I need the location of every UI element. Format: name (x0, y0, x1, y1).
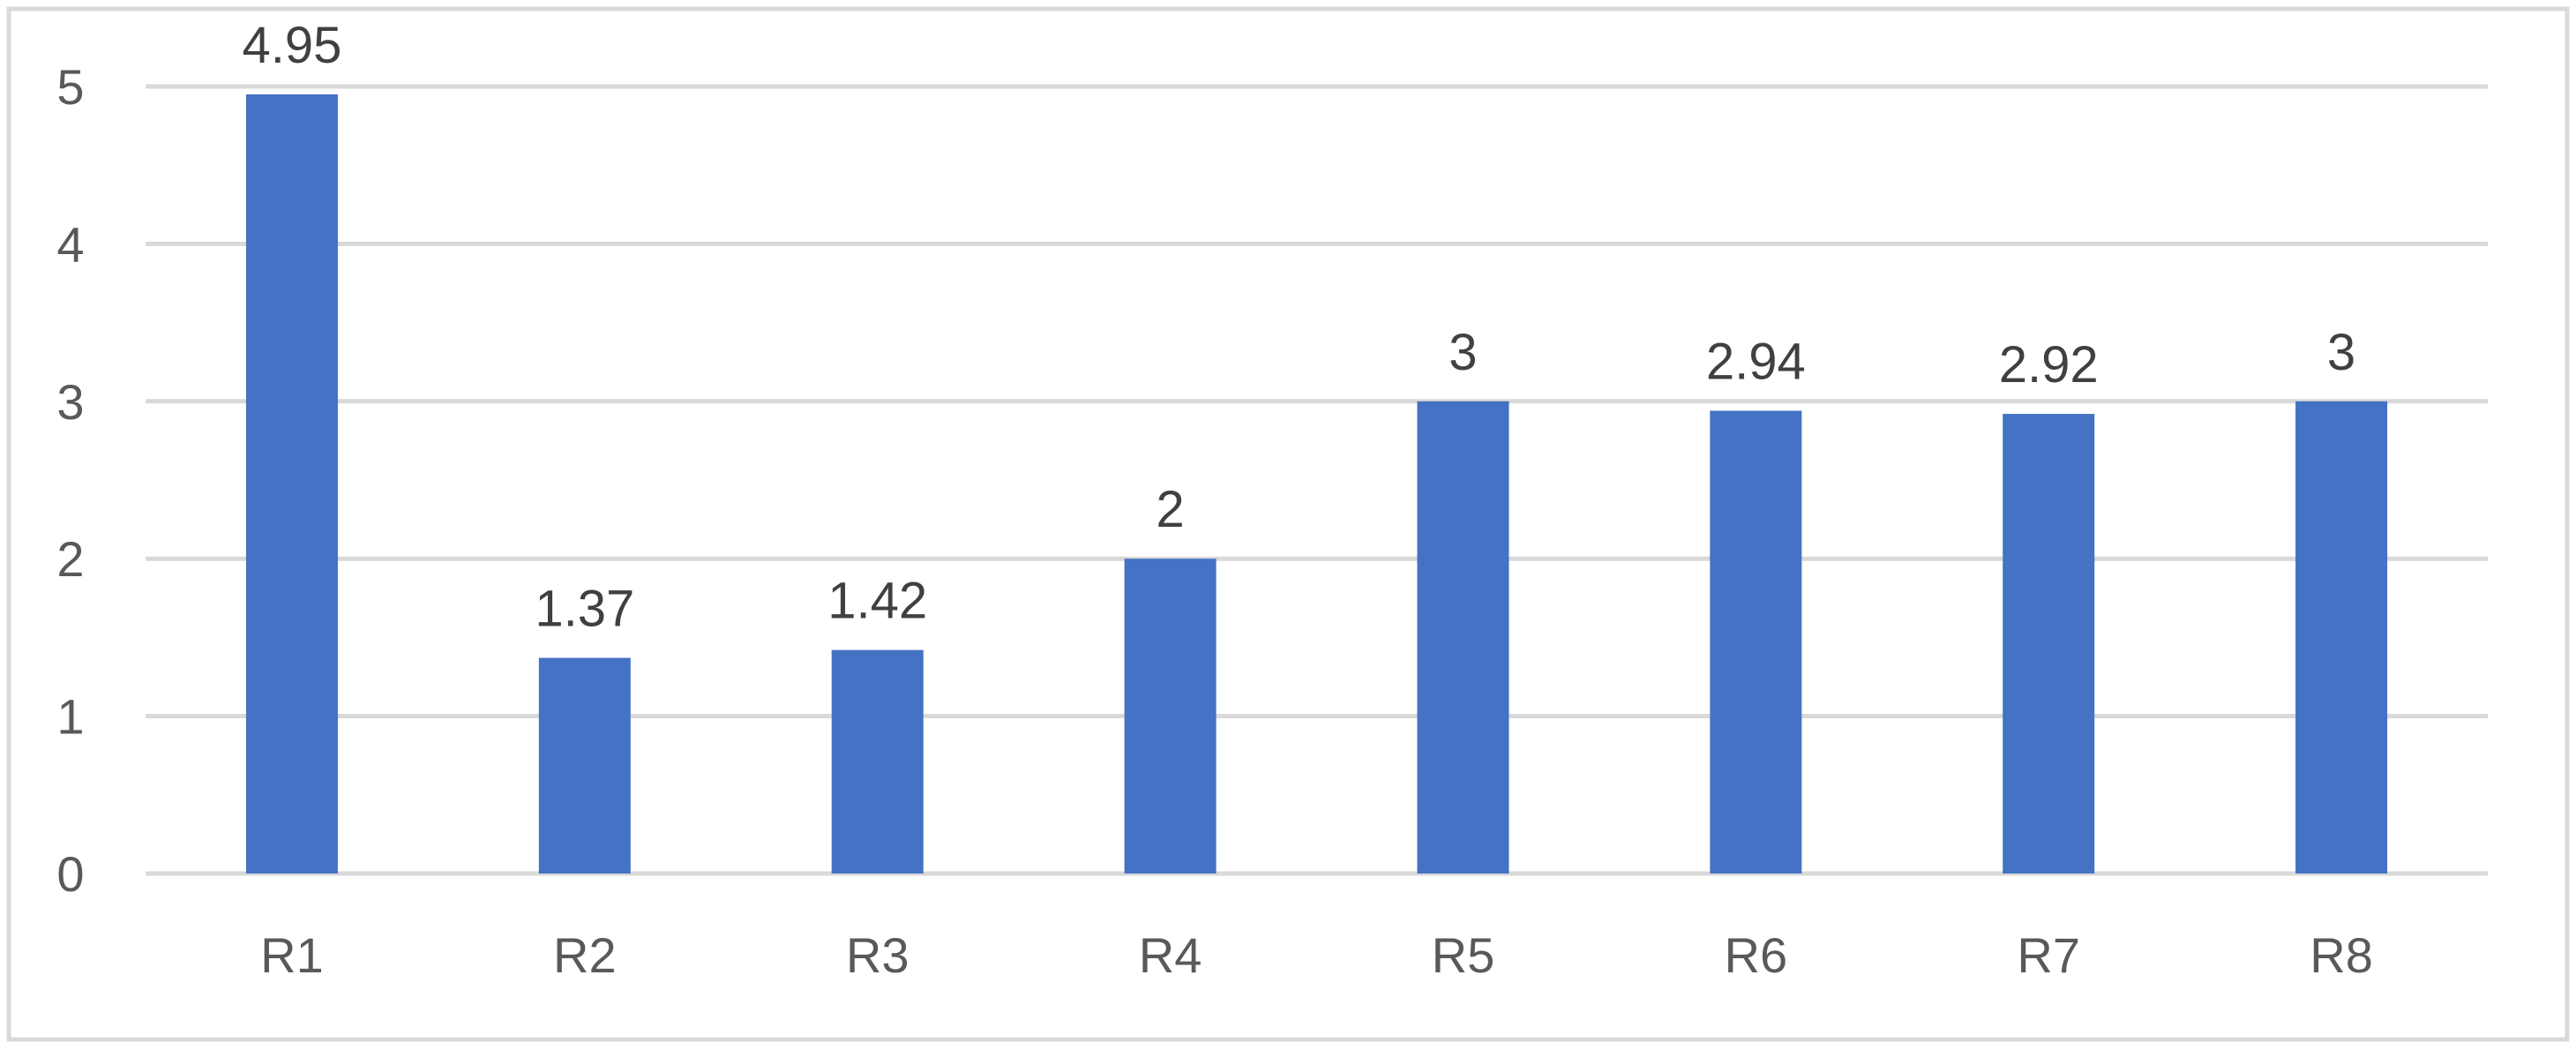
bar-r6 (1710, 410, 1802, 874)
y-tick-label: 3 (56, 374, 84, 430)
bar-r1 (245, 94, 338, 874)
y-tick-label: 4 (56, 216, 84, 272)
bar-r5 (1417, 401, 1509, 874)
x-tick-label: R3 (846, 927, 910, 983)
x-tick-label: R4 (1139, 927, 1202, 983)
x-tick-label: R8 (2310, 927, 2373, 983)
bar-r4 (1124, 559, 1217, 874)
data-label: 3 (2327, 324, 2355, 381)
data-label: 2.92 (1999, 336, 2099, 394)
data-label: 2.94 (1706, 334, 1806, 391)
y-tick-label: 0 (56, 846, 84, 902)
bars (245, 94, 2388, 874)
x-tick-label: R7 (2017, 927, 2080, 983)
bar-r3 (831, 649, 924, 874)
data-label: 4.95 (242, 17, 341, 74)
gridlines (146, 84, 2488, 876)
x-tick-label: R2 (553, 927, 617, 983)
data-label: 3 (1449, 324, 1477, 381)
y-tick-label: 2 (56, 531, 84, 587)
x-axis-ticks: R1 R2 R3 R4 R5 R6 R7 R8 (260, 927, 2373, 983)
data-labels: 4.95 1.37 1.42 2 3 2.94 2.92 3 (242, 17, 2355, 638)
bar-r7 (2003, 414, 2095, 874)
y-tick-label: 5 (56, 59, 84, 115)
x-tick-label: R5 (1432, 927, 1495, 983)
y-axis-ticks: 0 1 2 3 4 5 (56, 59, 84, 902)
data-label: 1.37 (535, 581, 634, 638)
chart-border (6, 6, 2570, 1042)
x-tick-label: R6 (1725, 927, 1788, 983)
data-label: 2 (1156, 481, 1184, 538)
y-tick-label: 1 (56, 689, 84, 745)
data-label: 1.42 (827, 573, 927, 630)
x-tick-label: R1 (260, 927, 324, 983)
bar-r8 (2295, 401, 2388, 874)
bar-r2 (538, 657, 631, 874)
